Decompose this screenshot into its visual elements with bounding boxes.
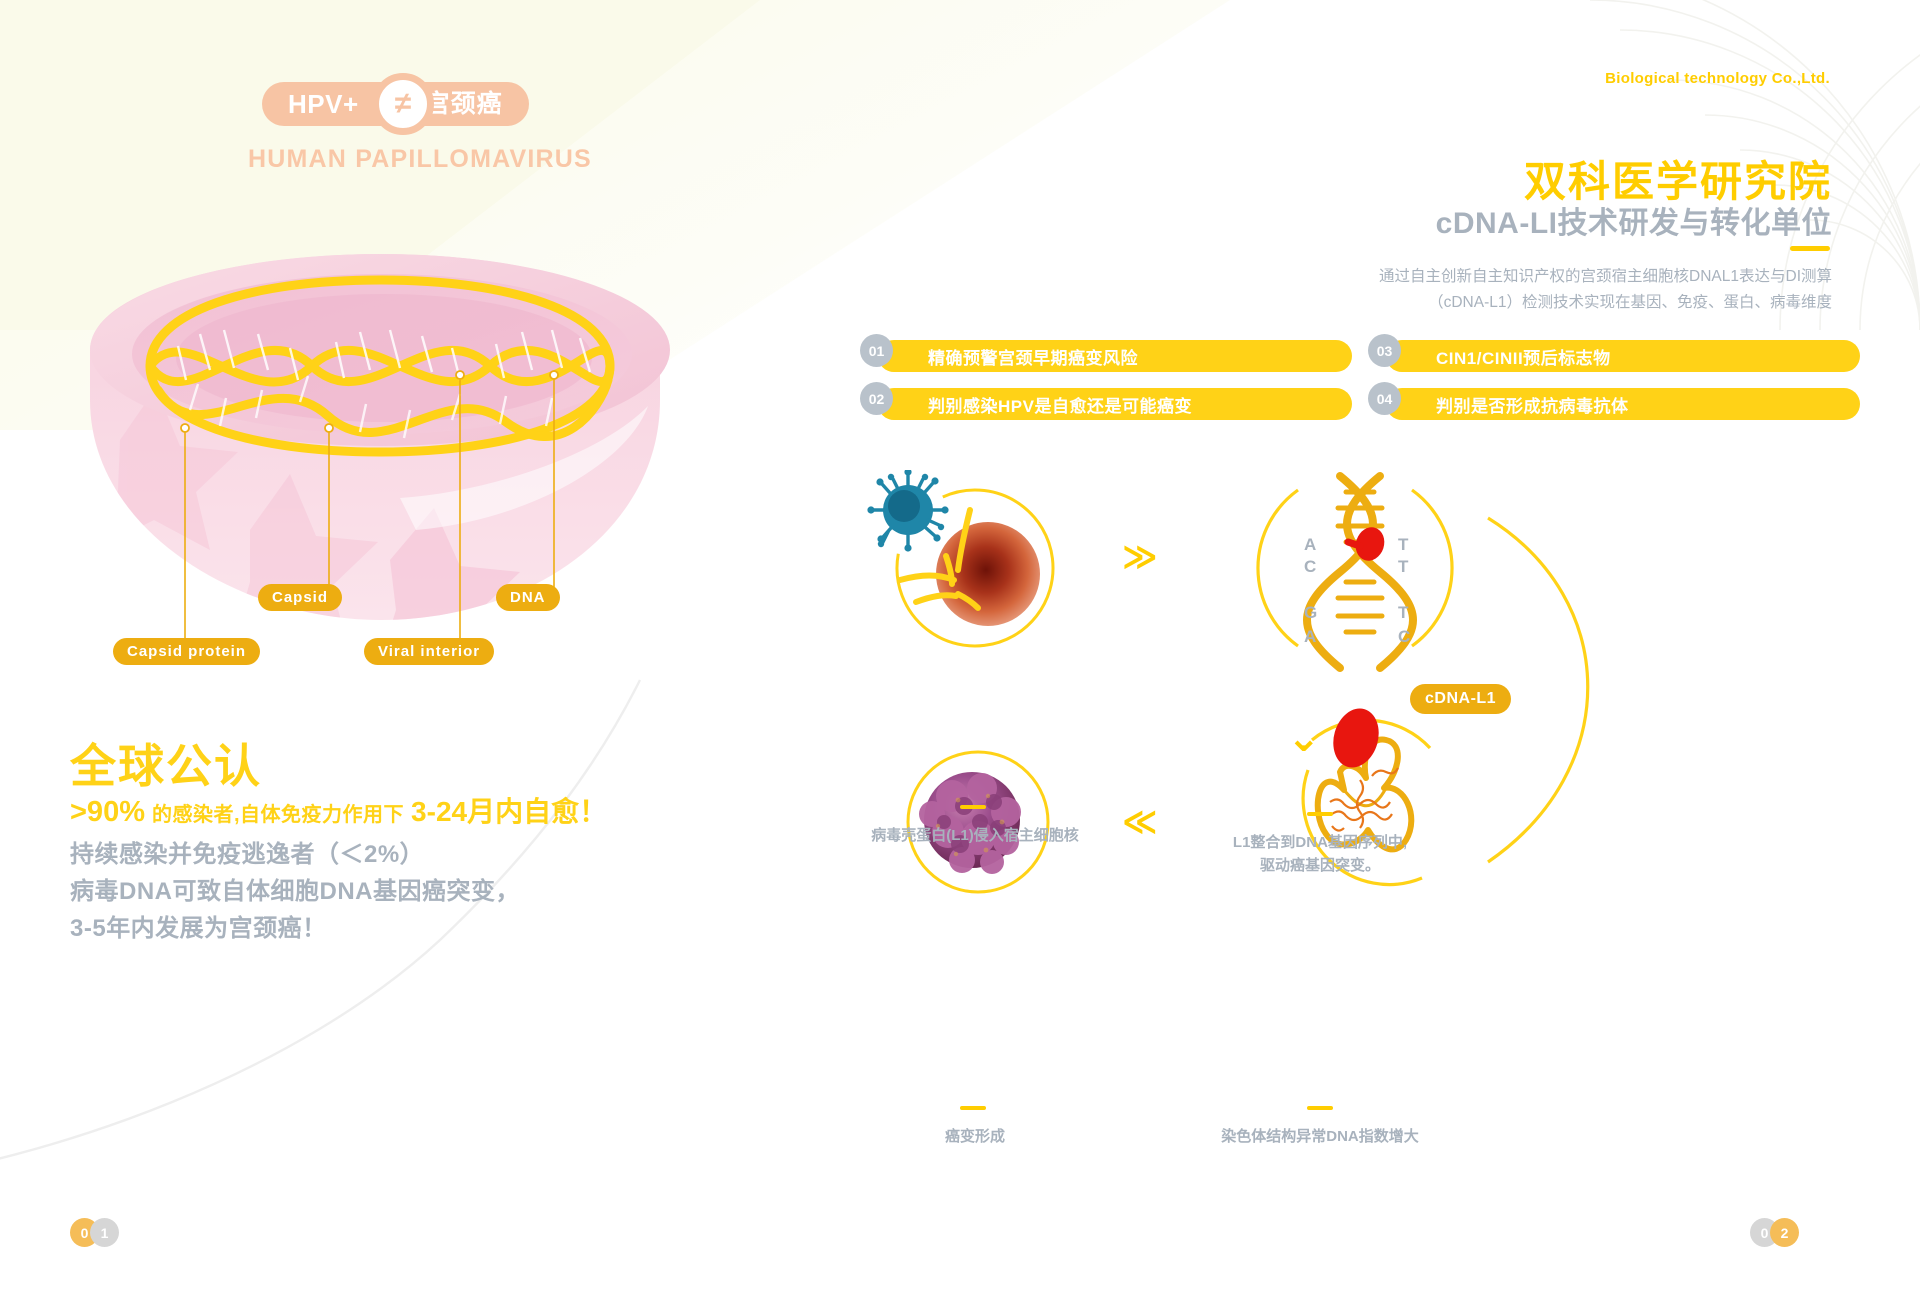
- feature-number-badge: 03: [1368, 334, 1401, 367]
- feature-label: 精确预警宫颈早期癌变风险: [928, 348, 1138, 368]
- label-capsid: Capsid: [258, 584, 343, 611]
- decorative-arcs: [1589, 0, 1920, 330]
- process-flow-diagram: AC GA TT TC: [867, 470, 1590, 894]
- label-viral-interior: Viral interior: [364, 638, 495, 665]
- label-capsid-protein: Capsid protein: [113, 638, 261, 665]
- feature-row-1: 精确预警宫颈早期癌变风险 01 CIN1/CINII预后标志物 03: [860, 334, 1860, 372]
- page-digit-2: 1: [90, 1218, 119, 1247]
- feature-item-03[interactable]: CIN1/CINII预后标志物 03: [1368, 334, 1860, 372]
- hpv-badge-left-label: HPV+: [288, 89, 359, 119]
- feature-bar: 判别是否形成抗病毒抗体: [1386, 388, 1860, 420]
- svg-text:A: A: [1304, 627, 1316, 646]
- body-line-1: 持续感染并免疫逃逸者（＜2%）: [70, 841, 425, 868]
- global-recognition-stat: >90% 的感染者,自体免疫力作用下 3-24月内自愈！: [70, 790, 607, 830]
- hpv-badge: HPV+ 宫颈癌 ≠: [262, 73, 529, 135]
- stat-percent: >90%: [70, 796, 145, 828]
- hpv-subtitle: HUMAN PAPILLOMAVIRUS: [248, 145, 592, 173]
- svg-text:T: T: [1398, 603, 1409, 622]
- feature-label: 判别是否形成抗病毒抗体: [1436, 396, 1629, 416]
- feature-label: CIN1/CINII预后标志物: [1436, 348, 1611, 368]
- step3-graphic: [906, 750, 1050, 894]
- stat-middle-text: 的感染者,自体免疫力作用下: [151, 804, 405, 826]
- feature-item-01[interactable]: 精确预警宫颈早期癌变风险 01: [860, 334, 1352, 372]
- institute-paragraph-line-2: （cDNA-L1）检测技术实现在基因、免疫、蛋白、病毒维度: [1428, 293, 1832, 311]
- background-swoosh: [0, 679, 642, 1160]
- step4-graphic: [1301, 708, 1432, 887]
- feature-bar: 判别感染HPV是自愈还是可能癌变: [878, 388, 1352, 420]
- virus-particle: [867, 470, 949, 552]
- feature-label: 判别感染HPV是自愈还是可能癌变: [928, 396, 1192, 416]
- not-equal-glyph: ≠: [394, 87, 412, 120]
- page-number-right: 0 2: [1750, 1218, 1799, 1247]
- step1-caption-rule: [960, 805, 986, 809]
- feature-number-badge: 04: [1368, 382, 1401, 415]
- step2-caption-line-1: L1整合到DNA基因序列中,: [1232, 834, 1408, 851]
- svg-text:C: C: [1398, 627, 1410, 646]
- stat-highlight: 3-24月内自愈！: [411, 796, 608, 827]
- arrow-down-icon: ⌄: [1287, 716, 1321, 760]
- title-rule: [1790, 246, 1830, 251]
- svg-text:T: T: [1398, 535, 1409, 554]
- feature-bar: 精确预警宫颈早期癌变风险: [878, 340, 1352, 372]
- label-dna: DNA: [496, 584, 560, 611]
- feature-item-02[interactable]: 判别感染HPV是自愈还是可能癌变 02: [860, 382, 1352, 420]
- global-recognition-title: 全球公认: [70, 740, 262, 792]
- step2-graphic: AC GA TT TC: [1256, 472, 1454, 672]
- step3-caption: 癌变形成: [944, 1128, 1005, 1145]
- feature-item-04[interactable]: 判别是否形成抗病毒抗体 04: [1368, 382, 1860, 420]
- feature-number-badge: 01: [860, 334, 893, 367]
- hpv-badge-right-label: 宫颈癌: [424, 89, 503, 118]
- feature-number-badge: 02: [860, 382, 893, 415]
- page-number-left: 0 1: [70, 1218, 119, 1247]
- svg-text:T: T: [1398, 557, 1409, 576]
- svg-text:G: G: [1304, 603, 1317, 622]
- virus-dish-illustration: [90, 254, 670, 620]
- step1-graphic: [867, 470, 1055, 648]
- institute-paragraph-line-1: 通过自主创新自主知识产权的宫颈宿主细胞核DNAL1表达与DI测算: [1379, 268, 1832, 285]
- cdna-l1-badge: cDNA-L1: [1410, 684, 1512, 714]
- feature-bar: CIN1/CINII预后标志物: [1386, 340, 1860, 372]
- feature-row-2: 判别感染HPV是自愈还是可能癌变 02 判别是否形成抗病毒抗体 04: [860, 382, 1860, 420]
- step2-caption-line-2: 驱动癌基因突变。: [1259, 856, 1380, 874]
- svg-text:C: C: [1304, 557, 1316, 576]
- svg-text:A: A: [1304, 535, 1316, 554]
- step2-caption-rule: [1307, 812, 1333, 816]
- feature-list: 精确预警宫颈早期癌变风险 01 CIN1/CINII预后标志物 03 判别感染H…: [860, 334, 1860, 436]
- arrow-right-icon: ≫: [1122, 538, 1158, 576]
- company-name: Biological technology Co.,Ltd.: [1605, 70, 1830, 87]
- step2-caption: L1整合到DNA基因序列中, 驱动癌基因突变。: [1175, 832, 1465, 877]
- page-digit-2: 2: [1770, 1218, 1799, 1247]
- arrow-left-icon: ≪: [1122, 803, 1158, 841]
- body-line-3: 3-5年内发展为宫颈癌！: [70, 915, 327, 943]
- not-equal-icon: ≠: [372, 73, 434, 135]
- institute-title: 双科医学研究院: [1523, 158, 1832, 205]
- institute-subtitle: cDNA-LI技术研发与转化单位: [1435, 207, 1832, 240]
- global-recognition-body: 持续感染并免疫逃逸者（＜2%） 病毒DNA可致自体细胞DNA基因癌突变， 3-5…: [70, 836, 520, 948]
- body-line-2: 病毒DNA可致自体细胞DNA基因癌突变，: [70, 878, 520, 906]
- step4-caption: 染色体结构异常DNA指数增大: [1221, 1128, 1419, 1145]
- institute-paragraph: 通过自主创新自主知识产权的宫颈宿主细胞核DNAL1表达与DI测算 （cDNA-L…: [1362, 264, 1832, 315]
- step4-caption-rule: [1307, 1106, 1333, 1110]
- step3-caption-rule: [960, 1106, 986, 1110]
- step1-caption: 病毒壳蛋白(L1)侵入宿主细胞核: [871, 827, 1079, 844]
- leader-lines: [180, 370, 559, 654]
